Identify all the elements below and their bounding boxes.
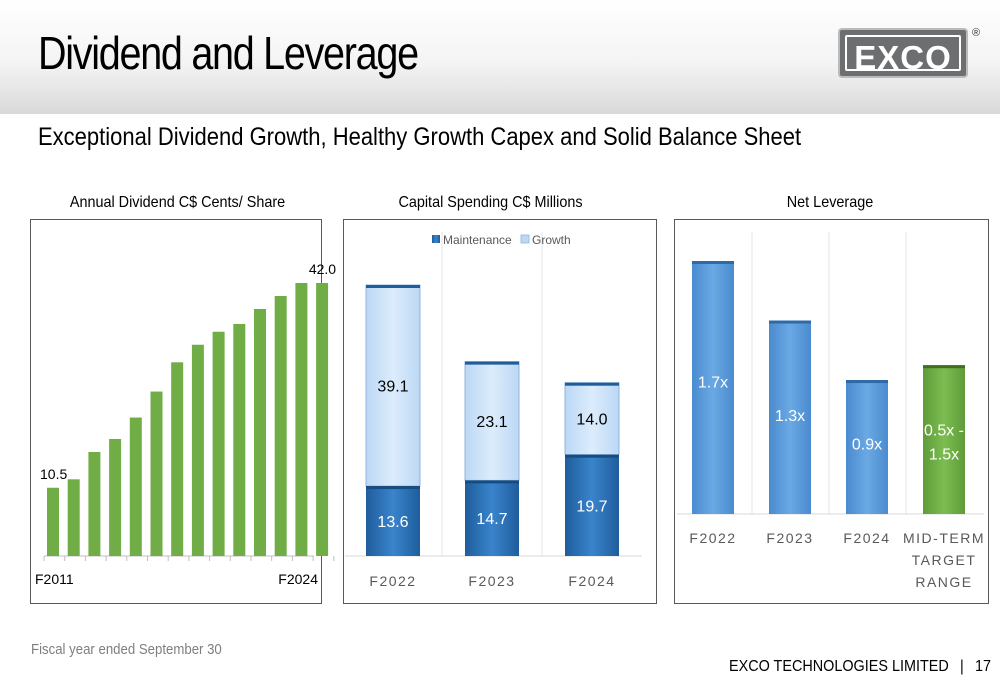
dividend-bar <box>67 479 80 556</box>
capex-data-label-maintenance: 13.6 <box>377 514 408 531</box>
leverage-data-label: 0.9x <box>852 437 882 454</box>
leverage-category-label: MID-TERM <box>903 530 985 546</box>
capex-chart-title: Capital Spending C$ Millions <box>398 194 583 211</box>
page-title: Dividend and Leverage <box>38 27 419 79</box>
page-subtitle: Exceptional Dividend Growth, Healthy Gro… <box>38 123 802 151</box>
dividend-bar <box>274 296 287 556</box>
leverage-bar <box>692 261 734 514</box>
dividend-chart-title: Annual Dividend C$ Cents/ Share <box>69 194 286 211</box>
capex-legend-maintenance: Maintenance <box>443 233 512 247</box>
dividend-tick-label: F2011 <box>35 571 74 587</box>
leverage-data-label: 1.5x <box>929 447 959 464</box>
dividend-data-label: 42.0 <box>309 261 336 277</box>
capex-data-label-maintenance: 19.7 <box>576 498 607 515</box>
capex-data-label-maintenance: 14.7 <box>476 511 507 528</box>
dividend-bar <box>316 283 329 556</box>
dividend-bar <box>212 331 225 556</box>
capex-bar-maintenance-cap <box>366 486 420 490</box>
capex-data-label-growth: 39.1 <box>377 379 408 396</box>
capex-data-label-growth: 23.1 <box>476 414 507 431</box>
capex-bar-growth <box>365 284 421 487</box>
leverage-category-label: F2024 <box>843 530 890 546</box>
dividend-data-label: 10.5 <box>40 466 67 482</box>
footer: EXCO TECHNOLOGIES LIMITED | 17 <box>729 658 991 676</box>
capex-category-label: F2022 <box>369 573 416 589</box>
capex-legend-swatch-growth <box>520 234 530 244</box>
leverage-bar-cap <box>769 320 811 324</box>
capex-bar-maintenance <box>465 480 519 556</box>
capex-bar-maintenance-cap <box>465 480 519 484</box>
capex-bar-growth <box>564 382 620 456</box>
capex-bar-maintenance <box>565 454 619 556</box>
leverage-bar <box>769 320 811 514</box>
capex-legend-swatch-maintenance <box>432 235 440 243</box>
capex-bar-maintenance-cap <box>565 454 619 458</box>
leverage-category-label: RANGE <box>915 574 972 590</box>
leverage-data-label: 0.5x - <box>924 423 964 440</box>
leverage-bar <box>846 380 888 514</box>
capex-category-label: F2023 <box>468 573 515 589</box>
dividend-tick-label: F2024 <box>278 571 318 587</box>
leverage-data-label: 1.7x <box>698 375 728 392</box>
footer-company: EXCO TECHNOLOGIES LIMITED <box>729 658 949 675</box>
dividend-bar <box>191 344 204 556</box>
leverage-category-label: F2023 <box>766 530 813 546</box>
leverage-bar-cap <box>923 365 965 369</box>
capex-bar-growth-cap <box>565 382 619 386</box>
capex-bar-growth <box>464 361 520 481</box>
leverage-category-label: TARGET <box>912 552 977 568</box>
leverage-target-bar <box>923 365 965 514</box>
logo-text: EXCO <box>854 39 952 76</box>
registered-mark: ® <box>972 27 981 39</box>
leverage-bar-cap <box>846 380 888 384</box>
footer-page-number: 17 <box>974 658 991 675</box>
capex-category-label: F2024 <box>568 573 615 589</box>
exco-logo: EXCO <box>838 28 968 78</box>
dividend-bar <box>295 283 308 556</box>
capex-bar-growth-cap <box>366 285 420 288</box>
dividend-bar <box>47 487 59 556</box>
capex-bar-maintenance <box>366 486 420 556</box>
leverage-bar-cap <box>692 261 734 264</box>
dividend-bar <box>88 452 101 556</box>
leverage-category-label: F2022 <box>689 530 736 546</box>
capex-data-label-growth: 14.0 <box>576 412 607 429</box>
dividend-bar <box>254 309 266 556</box>
logo-frame: EXCO <box>845 35 961 75</box>
footer-separator: | <box>959 658 964 675</box>
capex-bar-growth-cap <box>465 361 519 365</box>
leverage-chart-title: Net Leverage <box>786 194 874 211</box>
dividend-bar <box>109 439 122 556</box>
dividend-bar <box>171 362 184 556</box>
footnote: Fiscal year ended September 30 <box>31 641 222 658</box>
dividend-bar <box>233 323 246 556</box>
dividend-bar <box>150 391 163 556</box>
leverage-data-label: 1.3x <box>775 408 805 425</box>
dividend-bar <box>129 417 142 556</box>
header-band <box>0 0 1000 114</box>
capex-legend-growth: Growth <box>532 233 571 247</box>
